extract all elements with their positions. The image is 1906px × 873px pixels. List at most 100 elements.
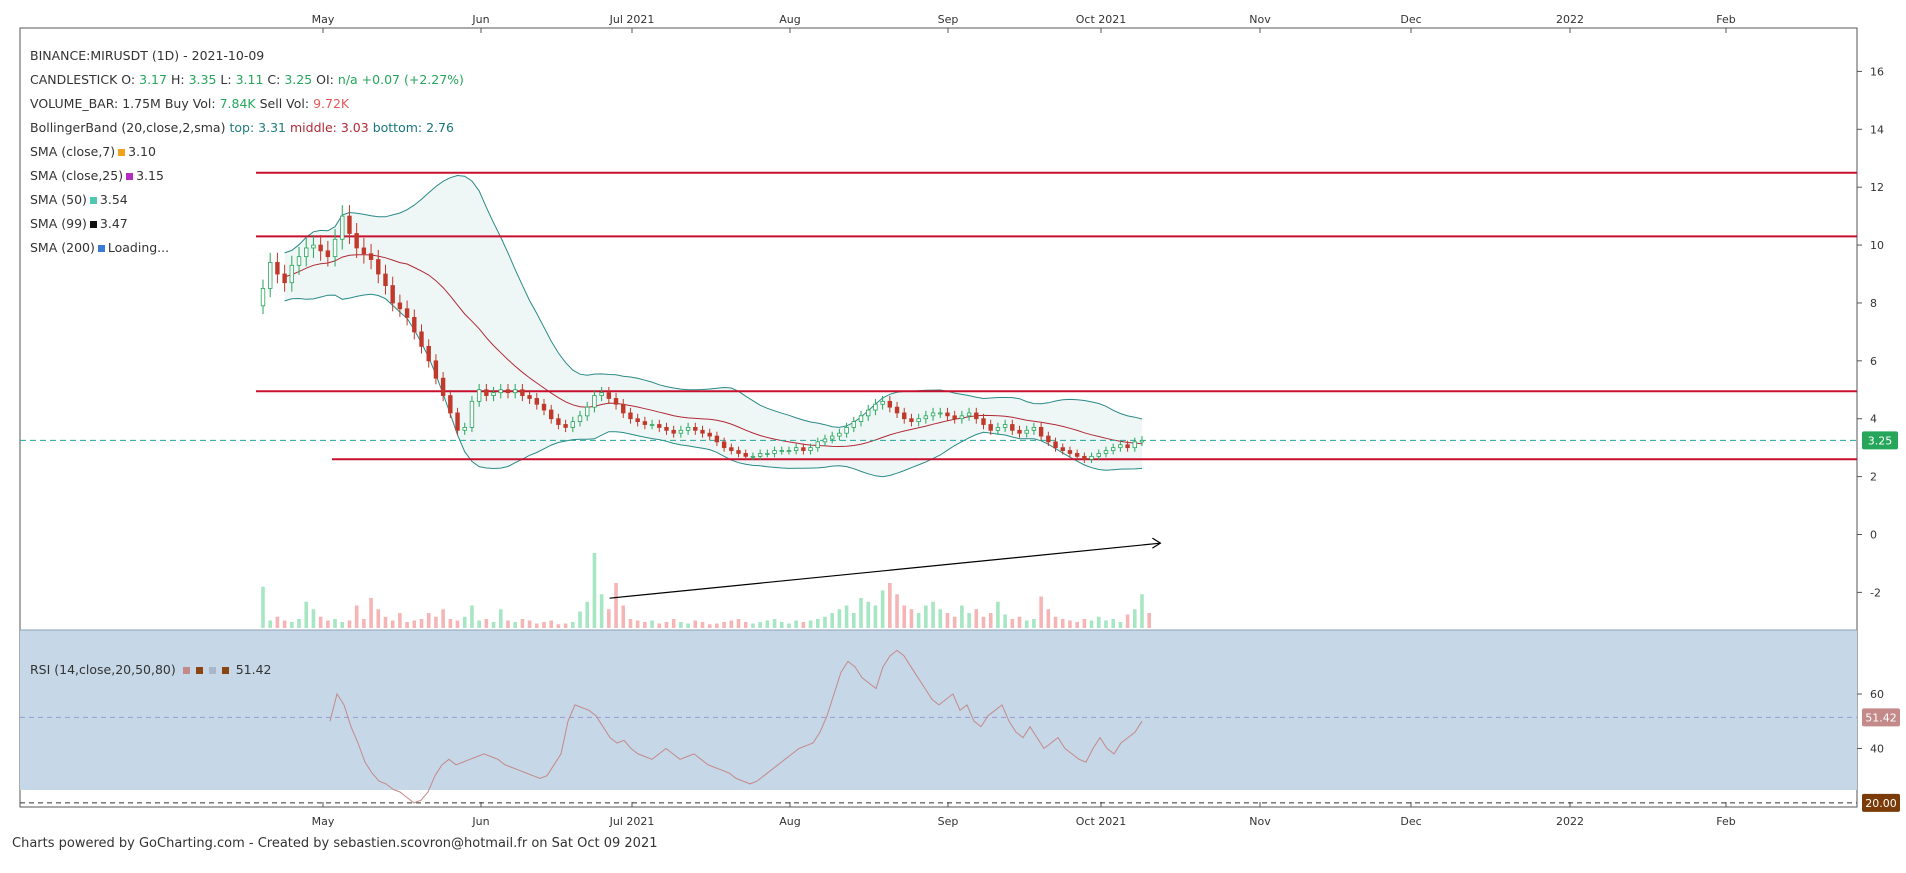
volume-bar-120 bbox=[1125, 614, 1130, 628]
candle-body-7 bbox=[311, 244, 316, 249]
volume-bar-105 bbox=[1017, 616, 1022, 628]
volume-bar-41 bbox=[556, 624, 561, 628]
chart-legend: BINANCE:MIRUSDT (1D) - 2021-10-09 CANDLE… bbox=[30, 44, 464, 260]
price-tick-1: 14 bbox=[1870, 123, 1884, 136]
volume-bar-28 bbox=[462, 616, 467, 628]
volume-bar-44 bbox=[578, 611, 582, 628]
sma-label-2: SMA (50) bbox=[30, 192, 87, 207]
candle-body-82 bbox=[851, 421, 857, 428]
candle-body-53 bbox=[642, 421, 648, 425]
candle-body-84 bbox=[866, 409, 871, 417]
candle-body-31 bbox=[484, 389, 489, 396]
candle-body-57 bbox=[671, 429, 676, 434]
volume-bar-43 bbox=[571, 622, 575, 628]
volume-bar-58 bbox=[679, 622, 683, 628]
rsi-panel-background bbox=[20, 630, 1857, 790]
volume-bar-111 bbox=[1060, 619, 1065, 628]
sma-legend-3: SMA (99) 3.47 bbox=[30, 212, 464, 236]
bollinger-label: BollingerBand (20,close,2,sma) bbox=[30, 120, 226, 135]
candle-body-110 bbox=[1053, 441, 1058, 449]
candle-body-106 bbox=[1024, 429, 1029, 434]
volume-bar-69 bbox=[758, 622, 762, 628]
volume-bar-119 bbox=[1118, 622, 1123, 628]
candle-body-70 bbox=[765, 453, 770, 455]
candle-body-58 bbox=[678, 429, 684, 434]
volume-bar-35 bbox=[513, 622, 517, 628]
rsi-value-badge bbox=[1862, 708, 1900, 727]
volume-bar-13 bbox=[354, 605, 359, 628]
rsi-swatch-1 bbox=[195, 666, 203, 674]
volume-bar-19 bbox=[398, 613, 402, 628]
high-label: H: bbox=[170, 72, 185, 87]
candle-body-46 bbox=[592, 395, 597, 408]
sma-legend-4: SMA (200) Loading... bbox=[30, 236, 464, 260]
candle-body-36 bbox=[520, 389, 525, 396]
candle-body-4 bbox=[289, 264, 295, 284]
volume-bar-15 bbox=[369, 598, 373, 628]
candle-body-111 bbox=[1060, 447, 1065, 451]
volume-bar-117 bbox=[1104, 620, 1108, 628]
rsi-tick-0: 60 bbox=[1870, 688, 1884, 701]
x-tick-top-6: Nov bbox=[1249, 13, 1271, 26]
candle-body-83 bbox=[858, 415, 864, 423]
candle-body-50 bbox=[621, 403, 626, 414]
x-tick-top-8: 2022 bbox=[1556, 13, 1584, 26]
sma-label-1: SMA (close,25) bbox=[30, 168, 124, 183]
sell-vol-label: Sell Vol: bbox=[259, 96, 310, 111]
candle-body-34 bbox=[505, 389, 511, 394]
volume-bar-82 bbox=[852, 613, 856, 628]
x-tick-bottom-3: Aug bbox=[779, 815, 800, 828]
candle-body-9 bbox=[325, 250, 331, 258]
volume-bar-11 bbox=[340, 622, 345, 628]
candle-body-79 bbox=[829, 435, 835, 440]
candle-body-20 bbox=[404, 308, 410, 318]
volume-bar-115 bbox=[1089, 620, 1094, 628]
candle-body-55 bbox=[657, 424, 662, 428]
candle-body-101 bbox=[988, 424, 993, 431]
volume-bar-112 bbox=[1068, 620, 1072, 628]
x-tick-top-7: Dec bbox=[1400, 13, 1421, 26]
candle-body-63 bbox=[714, 435, 720, 443]
volume-bar-108 bbox=[1039, 596, 1043, 628]
volume-bar-57 bbox=[671, 619, 676, 628]
volume-bar-92 bbox=[924, 605, 928, 628]
volume-bar-121 bbox=[1132, 609, 1137, 628]
sell-vol-value: 9.72K bbox=[313, 96, 350, 111]
volume-bar-14 bbox=[362, 619, 366, 628]
volume-bar-0 bbox=[261, 586, 265, 628]
volume-bar-74 bbox=[794, 620, 798, 628]
candle-body-91 bbox=[916, 418, 921, 423]
candle-body-54 bbox=[649, 424, 655, 426]
candle-body-96 bbox=[952, 415, 957, 420]
volume-bar-80 bbox=[837, 609, 842, 628]
volume-bar-18 bbox=[390, 620, 395, 628]
candle-body-21 bbox=[412, 317, 417, 333]
volume-bar-110 bbox=[1053, 616, 1058, 628]
candle-body-93 bbox=[930, 412, 936, 417]
volume-bar-114 bbox=[1082, 619, 1087, 628]
volume-bar-5 bbox=[297, 619, 301, 628]
volume-bar-101 bbox=[988, 613, 993, 628]
volume-bar-45 bbox=[585, 601, 590, 628]
volume-bar-72 bbox=[779, 622, 784, 628]
volume-bar-93 bbox=[931, 601, 935, 628]
candle-body-48 bbox=[606, 392, 612, 399]
change-value: +0.07 bbox=[361, 72, 400, 87]
price-tick-3: 10 bbox=[1870, 239, 1884, 252]
price-tick-0: 16 bbox=[1870, 65, 1884, 78]
candle-body-95 bbox=[945, 412, 950, 417]
bollinger-middle-value: 3.03 bbox=[340, 120, 369, 135]
volume-bar-98 bbox=[967, 613, 971, 628]
volume-bar-90 bbox=[909, 609, 914, 628]
candle-body-49 bbox=[613, 398, 619, 405]
candle-body-25 bbox=[440, 377, 446, 396]
price-tick-7: 2 bbox=[1870, 471, 1877, 484]
candle-body-40 bbox=[548, 409, 554, 420]
candle-body-71 bbox=[772, 450, 777, 454]
volume-bar-60 bbox=[693, 620, 698, 628]
volume-bar-26 bbox=[448, 619, 453, 628]
candle-body-44 bbox=[577, 415, 583, 423]
volume-bar-64 bbox=[722, 622, 726, 628]
